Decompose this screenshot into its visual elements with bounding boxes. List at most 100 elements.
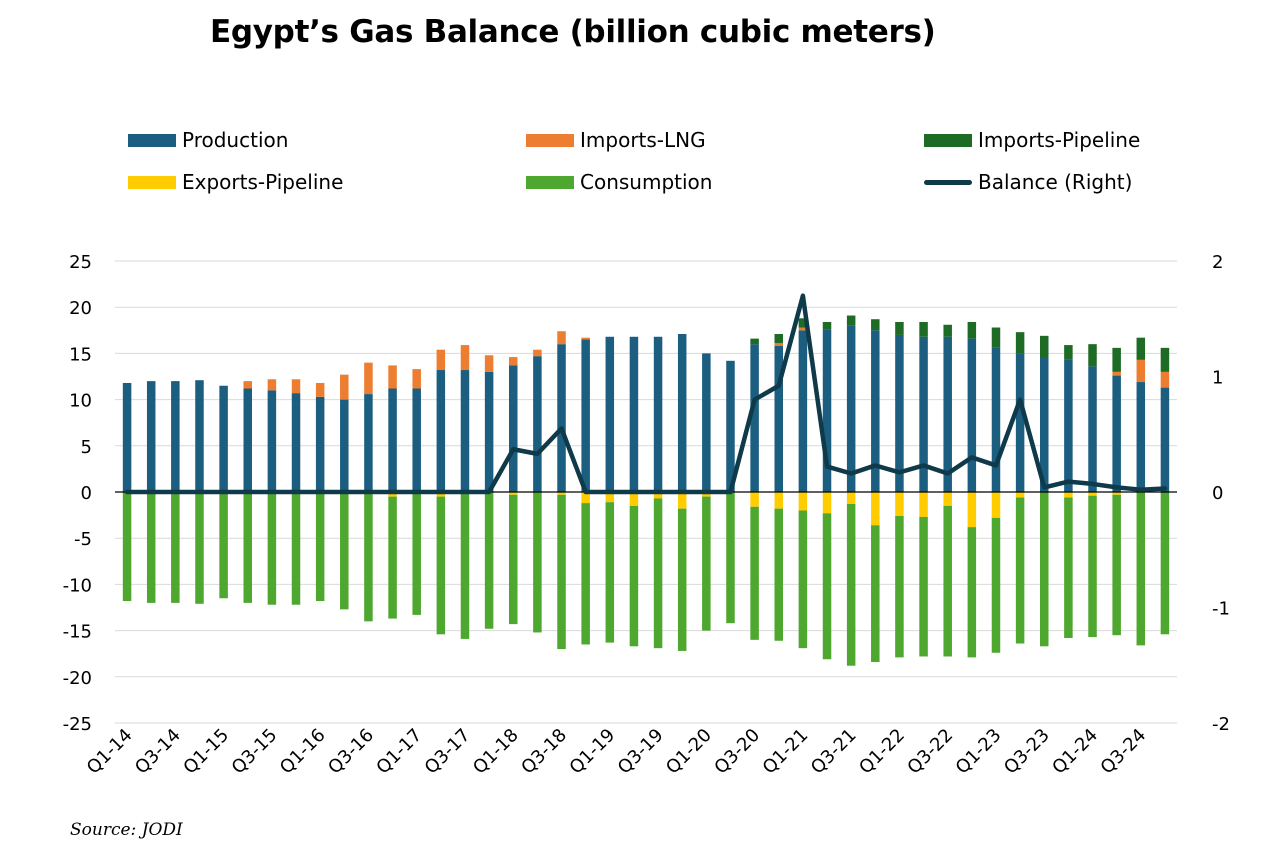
bar-imports-lng [581, 337, 590, 340]
bar-production [822, 329, 832, 492]
bar-imports-lng [364, 362, 373, 395]
bar-exports-pipeline [895, 492, 904, 517]
left-axis-ticks: 25 20 15 10 5 0 -5 -10 -15 -20 -25 [63, 252, 92, 735]
legend-swatch [526, 175, 574, 189]
bar-exports-pipeline [677, 492, 687, 509]
bar-imports-lng [243, 381, 252, 389]
bar-consumption [484, 492, 494, 629]
bar-exports-pipeline [557, 492, 566, 495]
bars [122, 315, 1170, 666]
bar-consumption [243, 492, 252, 603]
bar-exports-pipeline [1088, 492, 1097, 496]
bar-production [412, 388, 421, 492]
x-tick-label: Q1-16 [276, 725, 330, 779]
y2-tick-label: 1 [1212, 368, 1223, 389]
bar-imports-lng [340, 374, 349, 400]
y-tick-label: 5 [81, 437, 92, 458]
bar-imports-lng [484, 355, 494, 372]
bar-exports-pipeline [702, 492, 711, 497]
bar-consumption [1064, 497, 1073, 638]
bar-production [509, 365, 518, 492]
y-tick-label: -10 [63, 575, 92, 596]
x-tick-label: Q1-18 [469, 725, 523, 779]
bar-exports-pipeline [774, 492, 783, 509]
bar-production [436, 370, 446, 492]
bar-consumption [533, 492, 542, 633]
bar-imports-pipeline [798, 318, 808, 328]
bar-production [605, 336, 615, 492]
y-tick-label: 10 [69, 391, 92, 412]
bar-production [895, 334, 904, 492]
bar-consumption [653, 498, 663, 649]
bar-production [533, 356, 542, 492]
bar-consumption [291, 492, 301, 605]
bar-production [171, 381, 180, 492]
bar-consumption [195, 492, 204, 604]
bar-production [364, 394, 373, 492]
bar-consumption [629, 505, 639, 647]
bar-consumption [581, 503, 590, 645]
legend-item-imports-pipeline: Imports-Pipeline [924, 128, 1140, 152]
bar-production [291, 393, 301, 492]
x-axis-ticks: Q1-14Q3-14Q1-15Q3-15Q1-16Q3-16Q1-17Q3-17… [83, 725, 1150, 779]
bar-exports-pipeline [798, 492, 808, 511]
bar-production [243, 388, 252, 492]
bar-exports-pipeline [967, 492, 977, 528]
legend-label: Imports-Pipeline [978, 128, 1141, 152]
bar-imports-pipeline [871, 319, 880, 331]
bar-exports-pipeline [436, 492, 446, 497]
bar-production [581, 339, 590, 492]
bar-production [315, 396, 325, 492]
bar-imports-lng [388, 365, 397, 389]
bar-imports-lng [267, 379, 277, 391]
bar-imports-lng [436, 349, 446, 371]
bar-production [219, 385, 228, 492]
bar-consumption [1160, 492, 1170, 635]
bar-exports-pipeline [871, 492, 880, 526]
legend-swatch [924, 133, 972, 147]
legend-label: Production [182, 128, 289, 152]
x-tick-label: Q1-15 [179, 725, 233, 779]
source-note: Source: JODI [70, 820, 183, 840]
bar-production [774, 346, 783, 492]
y-tick-label: 0 [81, 483, 92, 504]
x-tick-label: Q1-23 [952, 725, 1006, 779]
bar-imports-pipeline [1088, 344, 1097, 367]
bar-consumption [171, 492, 180, 603]
x-tick-label: Q3-23 [1000, 725, 1054, 779]
bar-consumption [605, 502, 615, 643]
legend-item-balance: Balance (Right) [924, 170, 1132, 194]
bar-production [122, 382, 132, 492]
bar-consumption [388, 496, 397, 619]
bar-production [557, 344, 566, 492]
bar-imports-pipeline [822, 321, 832, 330]
bar-imports-pipeline [991, 327, 1001, 348]
bar-production [460, 370, 470, 492]
balance-line-layer [124, 293, 1168, 495]
bar-imports-pipeline [1160, 347, 1170, 372]
x-tick-label: Q1-24 [1048, 725, 1102, 779]
bar-imports-lng [509, 357, 518, 366]
x-tick-label: Q3-21 [807, 725, 861, 779]
bar-consumption [967, 527, 977, 658]
bar-production [1136, 382, 1146, 492]
bar-imports-pipeline [1040, 335, 1049, 359]
bar-exports-pipeline [388, 492, 397, 497]
bar-consumption [412, 492, 421, 615]
bar-consumption [919, 516, 928, 657]
x-tick-label: Q3-16 [324, 725, 378, 779]
bar-production [846, 325, 856, 492]
y-tick-label: 20 [69, 298, 92, 319]
bar-imports-pipeline [1064, 345, 1073, 360]
bar-imports-pipeline [1112, 347, 1121, 372]
x-tick-label: Q1-20 [662, 725, 716, 779]
bar-consumption [315, 492, 325, 602]
legend-label: Exports-Pipeline [182, 170, 344, 194]
bar-consumption [677, 508, 687, 651]
bar-consumption [219, 492, 228, 599]
bar-consumption [364, 492, 373, 622]
y2-tick-label: 0 [1212, 483, 1223, 504]
legend-item-production: Production [128, 128, 288, 152]
x-tick-label: Q3-24 [1097, 725, 1151, 779]
bar-production [1112, 375, 1121, 492]
